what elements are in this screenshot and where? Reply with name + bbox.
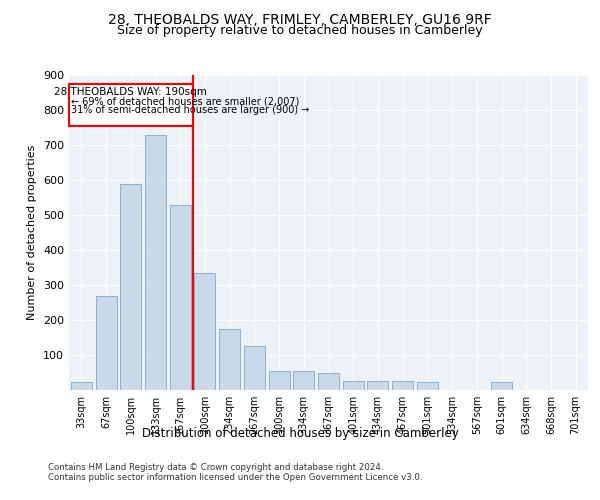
Bar xyxy=(318,372,339,390)
Bar xyxy=(69,84,193,126)
Y-axis label: Number of detached properties: Number of detached properties xyxy=(28,145,37,320)
Bar xyxy=(417,382,438,390)
Text: Contains HM Land Registry data © Crown copyright and database right 2024.: Contains HM Land Registry data © Crown c… xyxy=(48,462,383,471)
Text: Contains public sector information licensed under the Open Government Licence v3: Contains public sector information licen… xyxy=(48,472,422,482)
Bar xyxy=(145,134,166,390)
Bar xyxy=(367,381,388,390)
Text: Size of property relative to detached houses in Camberley: Size of property relative to detached ho… xyxy=(117,24,483,37)
Bar xyxy=(194,273,215,390)
Text: ← 69% of detached houses are smaller (2,007): ← 69% of detached houses are smaller (2,… xyxy=(71,96,300,106)
Bar xyxy=(244,346,265,390)
Bar xyxy=(219,329,240,390)
Text: Distribution of detached houses by size in Camberley: Distribution of detached houses by size … xyxy=(142,428,458,440)
Text: 31% of semi-detached houses are larger (900) →: 31% of semi-detached houses are larger (… xyxy=(71,105,310,115)
Bar xyxy=(343,381,364,390)
Bar xyxy=(71,382,92,390)
Bar xyxy=(293,371,314,390)
Text: 28 THEOBALDS WAY: 190sqm: 28 THEOBALDS WAY: 190sqm xyxy=(55,87,207,97)
Bar xyxy=(95,296,116,390)
Bar xyxy=(392,381,413,390)
Bar xyxy=(269,371,290,390)
Text: 28, THEOBALDS WAY, FRIMLEY, CAMBERLEY, GU16 9RF: 28, THEOBALDS WAY, FRIMLEY, CAMBERLEY, G… xyxy=(108,12,492,26)
Bar xyxy=(170,204,191,390)
Bar xyxy=(120,184,141,390)
Bar xyxy=(491,382,512,390)
